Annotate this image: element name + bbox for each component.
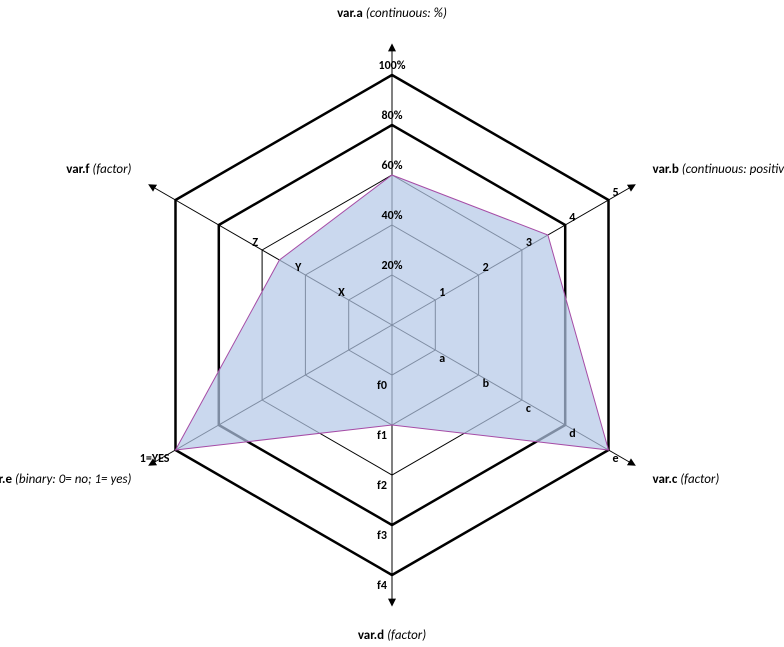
tick-a-3: 60% bbox=[382, 159, 403, 173]
tick-a-4: 80% bbox=[382, 109, 403, 123]
axis-label-a: var.a (continuous: %) bbox=[337, 6, 447, 21]
axis-label-c: var.c (factor) bbox=[652, 472, 719, 487]
axis-label-f: var.f (factor) bbox=[66, 162, 131, 177]
tick-d-1: f0 bbox=[377, 379, 387, 393]
tick-b-1: 1 bbox=[439, 286, 445, 300]
tick-f-3: Z bbox=[252, 236, 258, 250]
axis-label-b: var.b (continuous: positive n) bbox=[652, 162, 784, 177]
axis-label-d: var.d (factor) bbox=[358, 628, 426, 643]
tick-d-3: f2 bbox=[377, 479, 387, 493]
radar-chart: 20% 40% 60% 80% 100% 1 2 3 4 5 a b c d e f0 f1 f2 f3 f4 1=YE… bbox=[0, 0, 784, 647]
tick-a-1: 20% bbox=[382, 259, 403, 273]
axis-label-e: var.e (binary: 0= no; 1= yes) bbox=[0, 472, 132, 487]
tick-b-5: 5 bbox=[613, 186, 619, 200]
tick-f-2: Y bbox=[294, 261, 302, 275]
tick-d-5: f4 bbox=[377, 579, 387, 593]
tick-e-5: 1=YES bbox=[140, 452, 170, 466]
tick-f-1: X bbox=[338, 286, 345, 300]
tick-c-4: d bbox=[569, 427, 575, 441]
tick-d-4: f3 bbox=[377, 529, 387, 543]
tick-c-3: c bbox=[526, 402, 531, 416]
tick-c-1: a bbox=[439, 352, 445, 366]
tick-b-3: 3 bbox=[526, 236, 532, 250]
tick-d-2: f1 bbox=[377, 429, 387, 443]
tick-a-5: 100% bbox=[379, 59, 406, 73]
tick-b-4: 4 bbox=[569, 211, 575, 225]
tick-a-2: 40% bbox=[382, 209, 403, 223]
tick-c-2: b bbox=[483, 377, 490, 391]
tick-b-2: 2 bbox=[483, 261, 489, 275]
tick-c-5: e bbox=[613, 452, 619, 466]
